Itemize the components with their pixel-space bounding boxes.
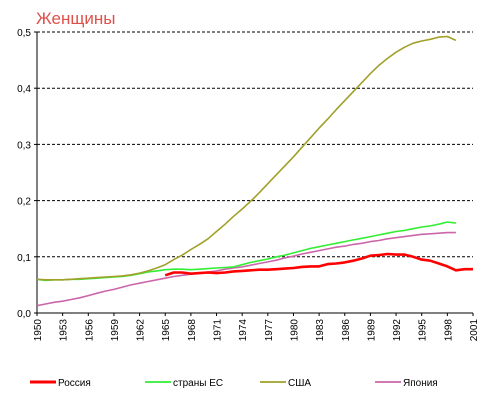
x-tick-label: 1995 <box>418 319 429 342</box>
x-tick-label: 1971 <box>213 319 224 342</box>
y-tick-labels: 0,0 0,1 0,2 0,3 0,4 0,5 <box>17 28 37 320</box>
x-tick-label: 2001 <box>469 319 480 342</box>
y-tick-label: 0,3 <box>17 140 31 151</box>
y-tick-label: 0,1 <box>17 253 31 264</box>
series-lines <box>36 35 473 307</box>
legend-label: Россия <box>58 378 91 389</box>
x-tick-label: 1980 <box>289 319 300 342</box>
x-tick-label: 1986 <box>341 319 352 342</box>
x-tick-label: 1992 <box>392 319 403 342</box>
axes <box>36 32 473 314</box>
series-line-2 <box>36 35 457 281</box>
x-tick-label: 1962 <box>136 319 147 342</box>
legend: Россия страны ЕС США Япония <box>30 378 438 389</box>
y-tick-label: 0,0 <box>17 309 31 320</box>
x-tick-label: 1983 <box>315 319 326 342</box>
x-tick-labels: 1950 1953 1956 1959 1962 1965 1968 1971 1974 1977… <box>33 313 480 341</box>
x-tick-label: 1956 <box>84 319 95 342</box>
y-tick-label: 0,2 <box>17 197 31 208</box>
x-tick-label: 1989 <box>366 319 377 342</box>
y-tick-label: 0,5 <box>17 28 31 39</box>
x-tick-label: 1950 <box>33 319 44 342</box>
legend-label: страны ЕС <box>173 378 223 389</box>
x-tick-label: 1998 <box>443 319 454 342</box>
series-line-0 <box>164 252 473 277</box>
legend-label: США <box>288 378 311 389</box>
grid-lines <box>37 31 473 258</box>
x-tick-label: 1965 <box>161 319 172 342</box>
series-line-3 <box>36 231 456 307</box>
x-tick-label: 1953 <box>59 319 70 342</box>
x-tick-label: 1974 <box>238 319 249 342</box>
y-tick-label: 0,4 <box>17 84 31 95</box>
chart-title: Женщины <box>36 9 115 28</box>
legend-label: Япония <box>403 378 438 389</box>
x-tick-label: 1959 <box>110 319 121 342</box>
x-tick-label: 1968 <box>187 319 198 342</box>
x-tick-label: 1977 <box>264 319 275 342</box>
